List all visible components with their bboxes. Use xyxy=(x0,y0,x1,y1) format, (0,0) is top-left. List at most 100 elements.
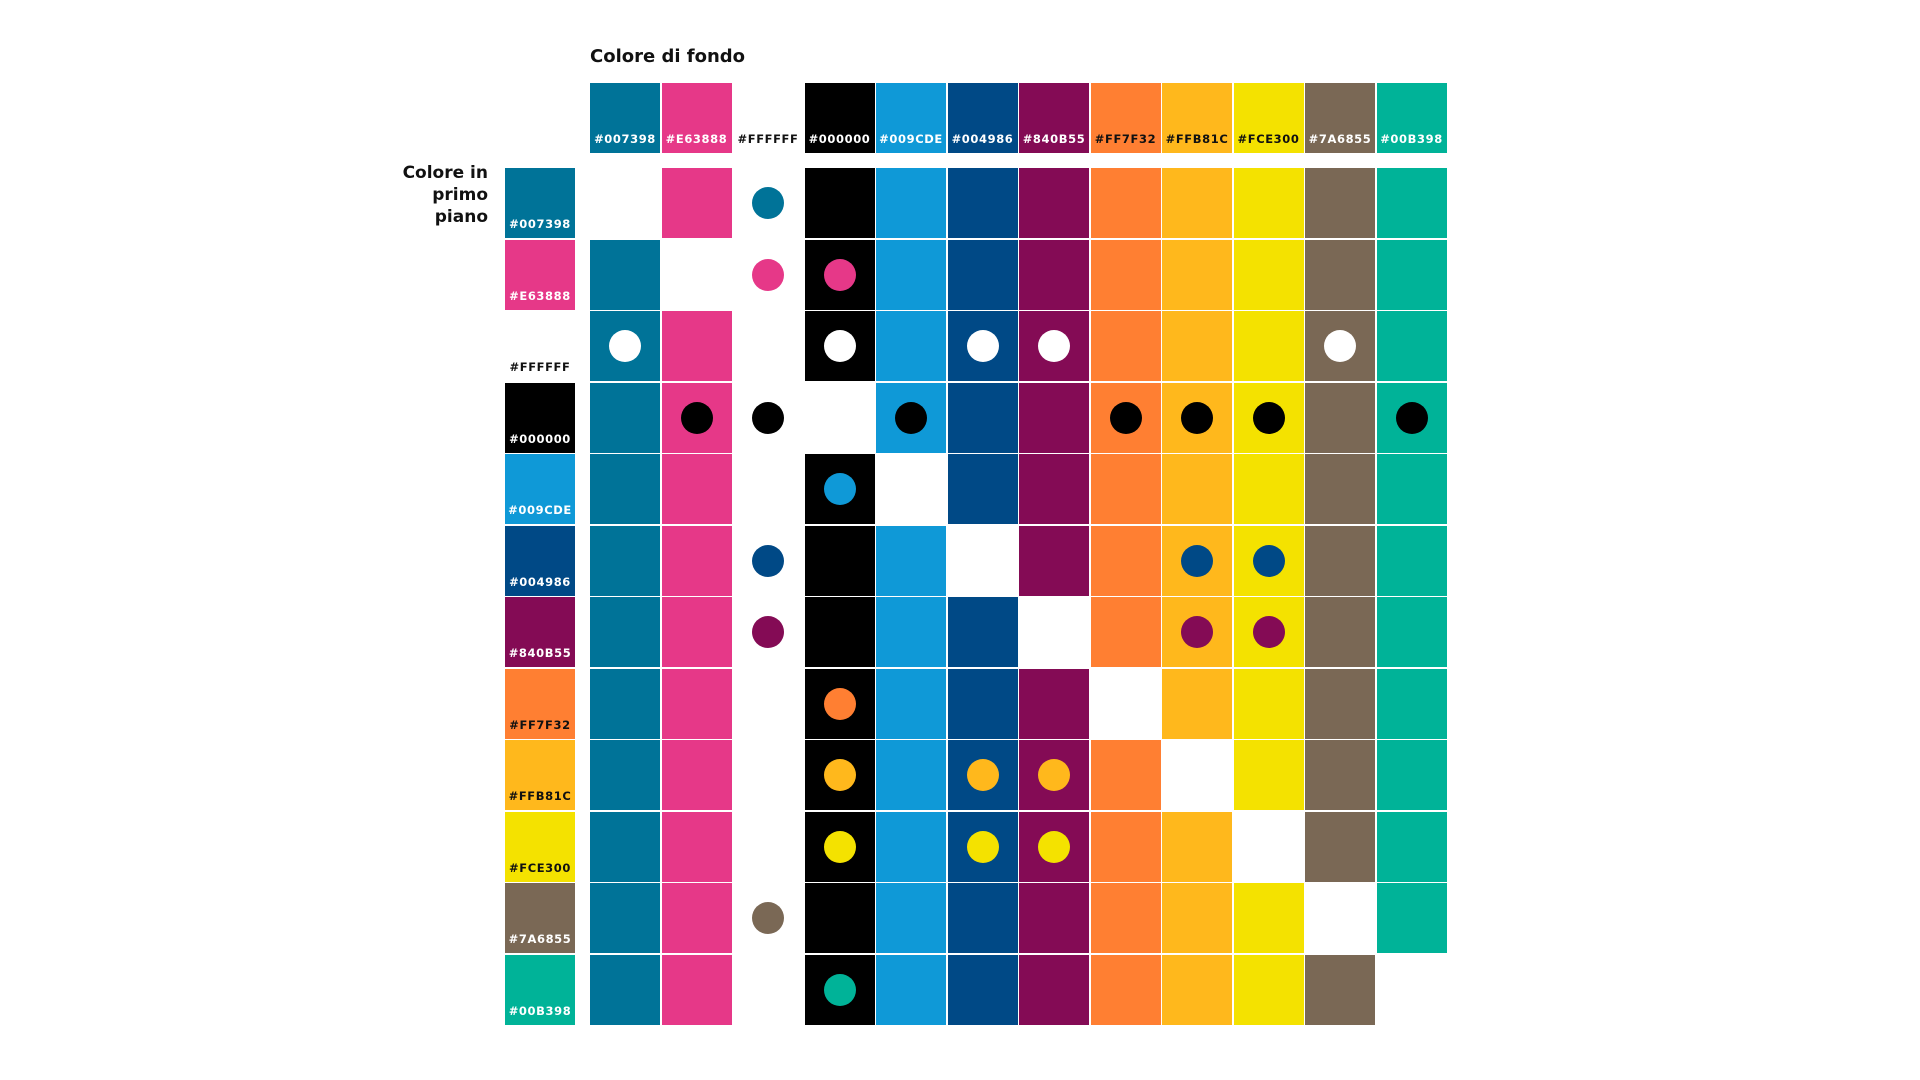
matrix-cell xyxy=(661,168,732,238)
matrix-cell xyxy=(1376,311,1447,381)
matrix-cell xyxy=(1090,883,1161,953)
foreground-row-header-swatch: #E63888 xyxy=(505,239,575,310)
matrix-cell xyxy=(1305,168,1375,238)
matrix-cell xyxy=(1090,525,1161,596)
matrix-cell xyxy=(1090,311,1161,381)
matrix-cell xyxy=(1090,740,1161,810)
matrix-cell xyxy=(590,811,660,882)
matrix-cell xyxy=(947,883,1018,953)
matrix-cell xyxy=(590,883,660,953)
background-column-header-code-label: #000000 xyxy=(808,132,871,146)
contrast-ok-dot xyxy=(823,473,856,505)
matrix-cell xyxy=(590,668,660,739)
matrix-cell xyxy=(947,954,1018,1025)
background-color-title: Colore di fondo xyxy=(590,46,746,67)
matrix-cell xyxy=(1233,740,1304,810)
matrix-cell xyxy=(590,740,660,810)
background-column-header-swatch: #00B398 xyxy=(1376,83,1447,153)
matrix-cell xyxy=(590,239,660,310)
matrix-cell xyxy=(804,597,875,667)
matrix-cell xyxy=(1090,454,1161,524)
matrix-cell xyxy=(1162,811,1232,882)
matrix-cell xyxy=(1162,168,1232,238)
matrix-cell xyxy=(590,525,660,596)
contrast-ok-dot xyxy=(823,687,856,720)
matrix-cell xyxy=(1233,239,1304,310)
matrix-cell xyxy=(1376,740,1447,810)
contrast-ok-dot xyxy=(823,830,856,863)
matrix-cell xyxy=(876,311,946,381)
contrast-ok-dot xyxy=(1324,330,1356,362)
contrast-ok-dot xyxy=(752,544,784,577)
matrix-cell xyxy=(590,454,660,524)
contrast-ok-dot xyxy=(680,401,713,434)
foreground-row-header-swatch: #FCE300 xyxy=(505,811,575,882)
contrast-ok-dot xyxy=(752,902,784,934)
matrix-cell xyxy=(947,239,1018,310)
background-column-header-code-label: #E63888 xyxy=(665,132,728,146)
matrix-cell xyxy=(1305,954,1375,1025)
foreground-row-header-swatch: #7A6855 xyxy=(505,883,575,953)
matrix-cell xyxy=(876,668,946,739)
matrix-cell xyxy=(1090,239,1161,310)
background-column-header-code-label: #007398 xyxy=(594,132,656,146)
matrix-cell xyxy=(804,168,875,238)
background-column-header-code-label: #FCE300 xyxy=(1237,132,1300,146)
contrast-ok-dot xyxy=(1252,616,1285,648)
foreground-row-header-code-label: #840B55 xyxy=(508,646,572,660)
matrix-cell xyxy=(1305,597,1375,667)
foreground-row-header-swatch: #840B55 xyxy=(505,597,575,667)
foreground-row-header-code-label: #FFFFFF xyxy=(509,360,571,374)
matrix-cell xyxy=(590,382,660,453)
matrix-cell xyxy=(1162,883,1232,953)
contrast-ok-dot xyxy=(1181,544,1213,577)
contrast-ok-dot xyxy=(823,973,856,1006)
matrix-cell xyxy=(947,382,1018,453)
background-column-header-code-label: #FFB81C xyxy=(1165,132,1229,146)
matrix-cell xyxy=(876,597,946,667)
foreground-row-header-code-label: #007398 xyxy=(509,217,571,231)
foreground-row-header-code-label: #7A6855 xyxy=(508,932,572,946)
contrast-ok-dot xyxy=(1252,401,1285,434)
matrix-cell xyxy=(1162,454,1232,524)
matrix-cell xyxy=(1376,239,1447,310)
foreground-row-header-code-label: #E63888 xyxy=(509,288,571,303)
background-column-header-swatch: #7A6855 xyxy=(1305,83,1375,153)
matrix-cell xyxy=(1019,954,1089,1025)
background-column-header-code-label: #004986 xyxy=(951,132,1014,146)
matrix-cell xyxy=(947,668,1018,739)
background-column-header-swatch: #009CDE xyxy=(876,83,946,153)
background-column-header-swatch: #007398 xyxy=(590,83,660,153)
contrast-ok-dot xyxy=(1252,544,1285,577)
foreground-row-header-swatch: #FFB81C xyxy=(505,740,575,810)
matrix-cell xyxy=(876,954,946,1025)
matrix-cell xyxy=(661,740,732,810)
contrast-ok-dot xyxy=(823,258,856,291)
foreground-row-header-code-label: #FCE300 xyxy=(509,860,571,875)
matrix-cell xyxy=(876,740,946,810)
matrix-cell xyxy=(1019,382,1089,453)
contrast-ok-dot xyxy=(966,830,999,863)
matrix-cell xyxy=(1090,168,1161,238)
contrast-ok-dot xyxy=(895,401,927,434)
matrix-cell xyxy=(1090,954,1161,1025)
background-column-header-swatch: #FF7F32 xyxy=(1090,83,1161,153)
background-column-header-swatch: #004986 xyxy=(947,83,1018,153)
background-column-header-swatch: #000000 xyxy=(804,83,875,153)
foreground-row-header-swatch: #FFFFFF xyxy=(505,311,575,381)
contrast-ok-dot xyxy=(1181,616,1213,648)
contrast-ok-dot xyxy=(823,330,856,362)
matrix-cell xyxy=(1019,454,1089,524)
matrix-cell xyxy=(1233,954,1304,1025)
contrast-ok-dot xyxy=(1395,401,1428,434)
matrix-cell xyxy=(876,883,946,953)
foreground-row-header-code-label: #FF7F32 xyxy=(509,717,571,732)
contrast-ok-dot xyxy=(966,330,999,362)
contrast-ok-dot xyxy=(752,187,784,219)
matrix-cell xyxy=(590,597,660,667)
foreground-row-header-code-label: #004986 xyxy=(509,574,571,589)
matrix-cell xyxy=(1233,883,1304,953)
matrix-cell xyxy=(1019,239,1089,310)
matrix-cell xyxy=(1305,239,1375,310)
